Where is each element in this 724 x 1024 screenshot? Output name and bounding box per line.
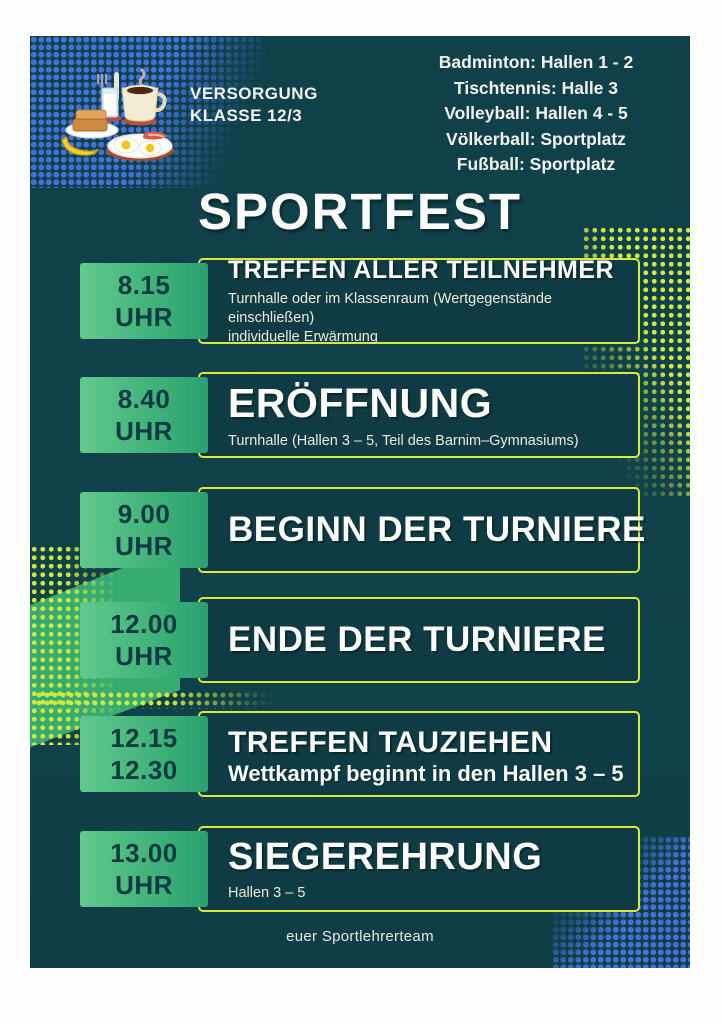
event-box: ENDE DER TURNIERE bbox=[198, 597, 640, 683]
venue-item-fussball: Fußball: Sportplatz bbox=[456, 154, 616, 174]
time-unit: UHR bbox=[115, 870, 173, 900]
event-box: SIEGEREHRUNG Hallen 3 – 5 bbox=[198, 826, 640, 912]
schedule-row: ENDE DER TURNIERE 12.00 UHR bbox=[30, 597, 690, 683]
venue-item-tischtennis: Tischtennis: Halle 3 bbox=[453, 77, 619, 98]
time-box: 9.00 UHR bbox=[80, 492, 208, 568]
event-box: ERÖFFNUNG Turnhalle (Hallen 3 – 5, Teil … bbox=[198, 372, 640, 458]
event-title: TREFFEN ALLER TEILNEHMER bbox=[228, 255, 615, 284]
time-unit: UHR bbox=[115, 531, 173, 561]
poster-title: SPORTFEST bbox=[197, 183, 523, 240]
time-value: 9.00 bbox=[117, 499, 171, 529]
schedule-row: BEGINN DER TURNIERE 9.00 UHR bbox=[30, 487, 690, 573]
provision-line1: VERSORGUNG bbox=[190, 84, 318, 103]
provision-line2: KLASSE 12/3 bbox=[190, 106, 303, 125]
event-subtitle-line2: individuelle Erwärmung bbox=[228, 328, 378, 345]
event-subtitle: Wettkampf beginnt in den Hallen 3 – 5 bbox=[228, 760, 624, 786]
event-title: ENDE DER TURNIERE bbox=[228, 620, 606, 659]
venue-list: Badminton: Hallen 1 - 2 Tischtennis: Hal… bbox=[400, 50, 672, 178]
event-title: ERÖFFNUNG bbox=[228, 379, 493, 426]
time-value-second: 12.30 bbox=[110, 755, 178, 785]
event-box: TREFFEN ALLER TEILNEHMER Turnhalle oder … bbox=[198, 255, 640, 345]
event-title: BEGINN DER TURNIERE bbox=[228, 510, 646, 549]
time-value: 8.15 bbox=[117, 270, 171, 300]
time-value: 12.00 bbox=[110, 609, 178, 639]
schedule-row: TREFFEN TAUZIEHEN Wettkampf beginnt in d… bbox=[30, 711, 690, 797]
venue-item-voelkerball: Völkerball: Sportplatz bbox=[446, 128, 626, 149]
time-unit: UHR bbox=[115, 641, 173, 671]
time-box: 8.15 UHR bbox=[80, 263, 208, 339]
event-subtitle: Turnhalle (Hallen 3 – 5, Teil des Barnim… bbox=[228, 432, 579, 449]
breakfast-illustration bbox=[61, 68, 174, 161]
time-box: 12.15 12.30 bbox=[80, 716, 208, 792]
venue-item-badminton: Badminton: Hallen 1 - 2 bbox=[438, 52, 634, 72]
event-subtitle: Turnhalle oder im Klassenraum (Wertgegen… bbox=[228, 290, 552, 326]
time-value: 8.40 bbox=[117, 384, 171, 414]
event-subtitle: Hallen 3 – 5 bbox=[228, 884, 306, 901]
time-box: 8.40 UHR bbox=[80, 377, 208, 453]
event-box: BEGINN DER TURNIERE bbox=[198, 487, 646, 573]
schedule-row: SIEGEREHRUNG Hallen 3 – 5 13.00 UHR bbox=[30, 826, 690, 912]
schedule-row: ERÖFFNUNG Turnhalle (Hallen 3 – 5, Teil … bbox=[30, 372, 690, 458]
time-value: 12.15 bbox=[110, 723, 178, 753]
venue-item-volleyball: Volleyball: Hallen 4 - 5 bbox=[444, 103, 628, 123]
poster-footer: euer Sportlehrerteam bbox=[286, 928, 434, 945]
provision-label: VERSORGUNG KLASSE 12/3 bbox=[190, 83, 318, 127]
time-unit: UHR bbox=[115, 302, 173, 332]
event-box: TREFFEN TAUZIEHEN Wettkampf beginnt in d… bbox=[198, 711, 640, 797]
event-title: SIEGEREHRUNG bbox=[228, 835, 543, 878]
time-box: 13.00 UHR bbox=[80, 831, 208, 907]
time-unit: UHR bbox=[115, 416, 173, 446]
schedule-row: TREFFEN ALLER TEILNEHMER Turnhalle oder … bbox=[30, 255, 690, 345]
time-value: 13.00 bbox=[110, 838, 178, 868]
time-box: 12.00 UHR bbox=[80, 602, 208, 678]
sportfest-poster: VERSORGUNG KLASSE 12/3 Badminton: Hallen… bbox=[30, 36, 690, 968]
event-title: TREFFEN TAUZIEHEN bbox=[228, 725, 553, 759]
